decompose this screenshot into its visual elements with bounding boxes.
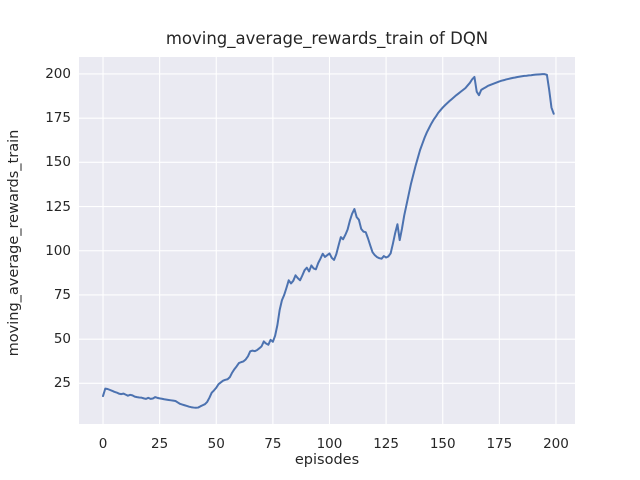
x-tick-label: 0 xyxy=(98,436,108,452)
x-tick-label: 200 xyxy=(543,436,569,452)
y-tick-label: 200 xyxy=(45,65,71,82)
chart-title: moving_average_rewards_train of DQN xyxy=(165,29,489,48)
x-axis-label: episodes xyxy=(294,452,360,468)
y-axis-label: moving_average_rewards_train xyxy=(6,129,22,357)
y-tick-label: 75 xyxy=(53,286,71,303)
plot-area xyxy=(79,57,575,424)
y-tick-label: 100 xyxy=(45,242,71,259)
x-tick-label: 25 xyxy=(151,436,169,452)
y-tick-label: 125 xyxy=(45,198,71,215)
x-tick-label: 50 xyxy=(207,436,225,452)
y-tick-label: 175 xyxy=(45,110,71,127)
y-tick-label: 25 xyxy=(53,375,71,392)
reward-line-series xyxy=(102,73,555,409)
x-tick-label: 175 xyxy=(486,436,513,452)
x-tick-label: 100 xyxy=(316,436,343,452)
x-tick-label: 75 xyxy=(264,436,282,452)
x-tick-label: 150 xyxy=(429,436,456,452)
line-plot-svg xyxy=(79,57,575,424)
x-tick-label: 125 xyxy=(373,436,399,452)
y-tick-label: 150 xyxy=(45,154,71,171)
y-tick-label: 50 xyxy=(53,331,71,348)
